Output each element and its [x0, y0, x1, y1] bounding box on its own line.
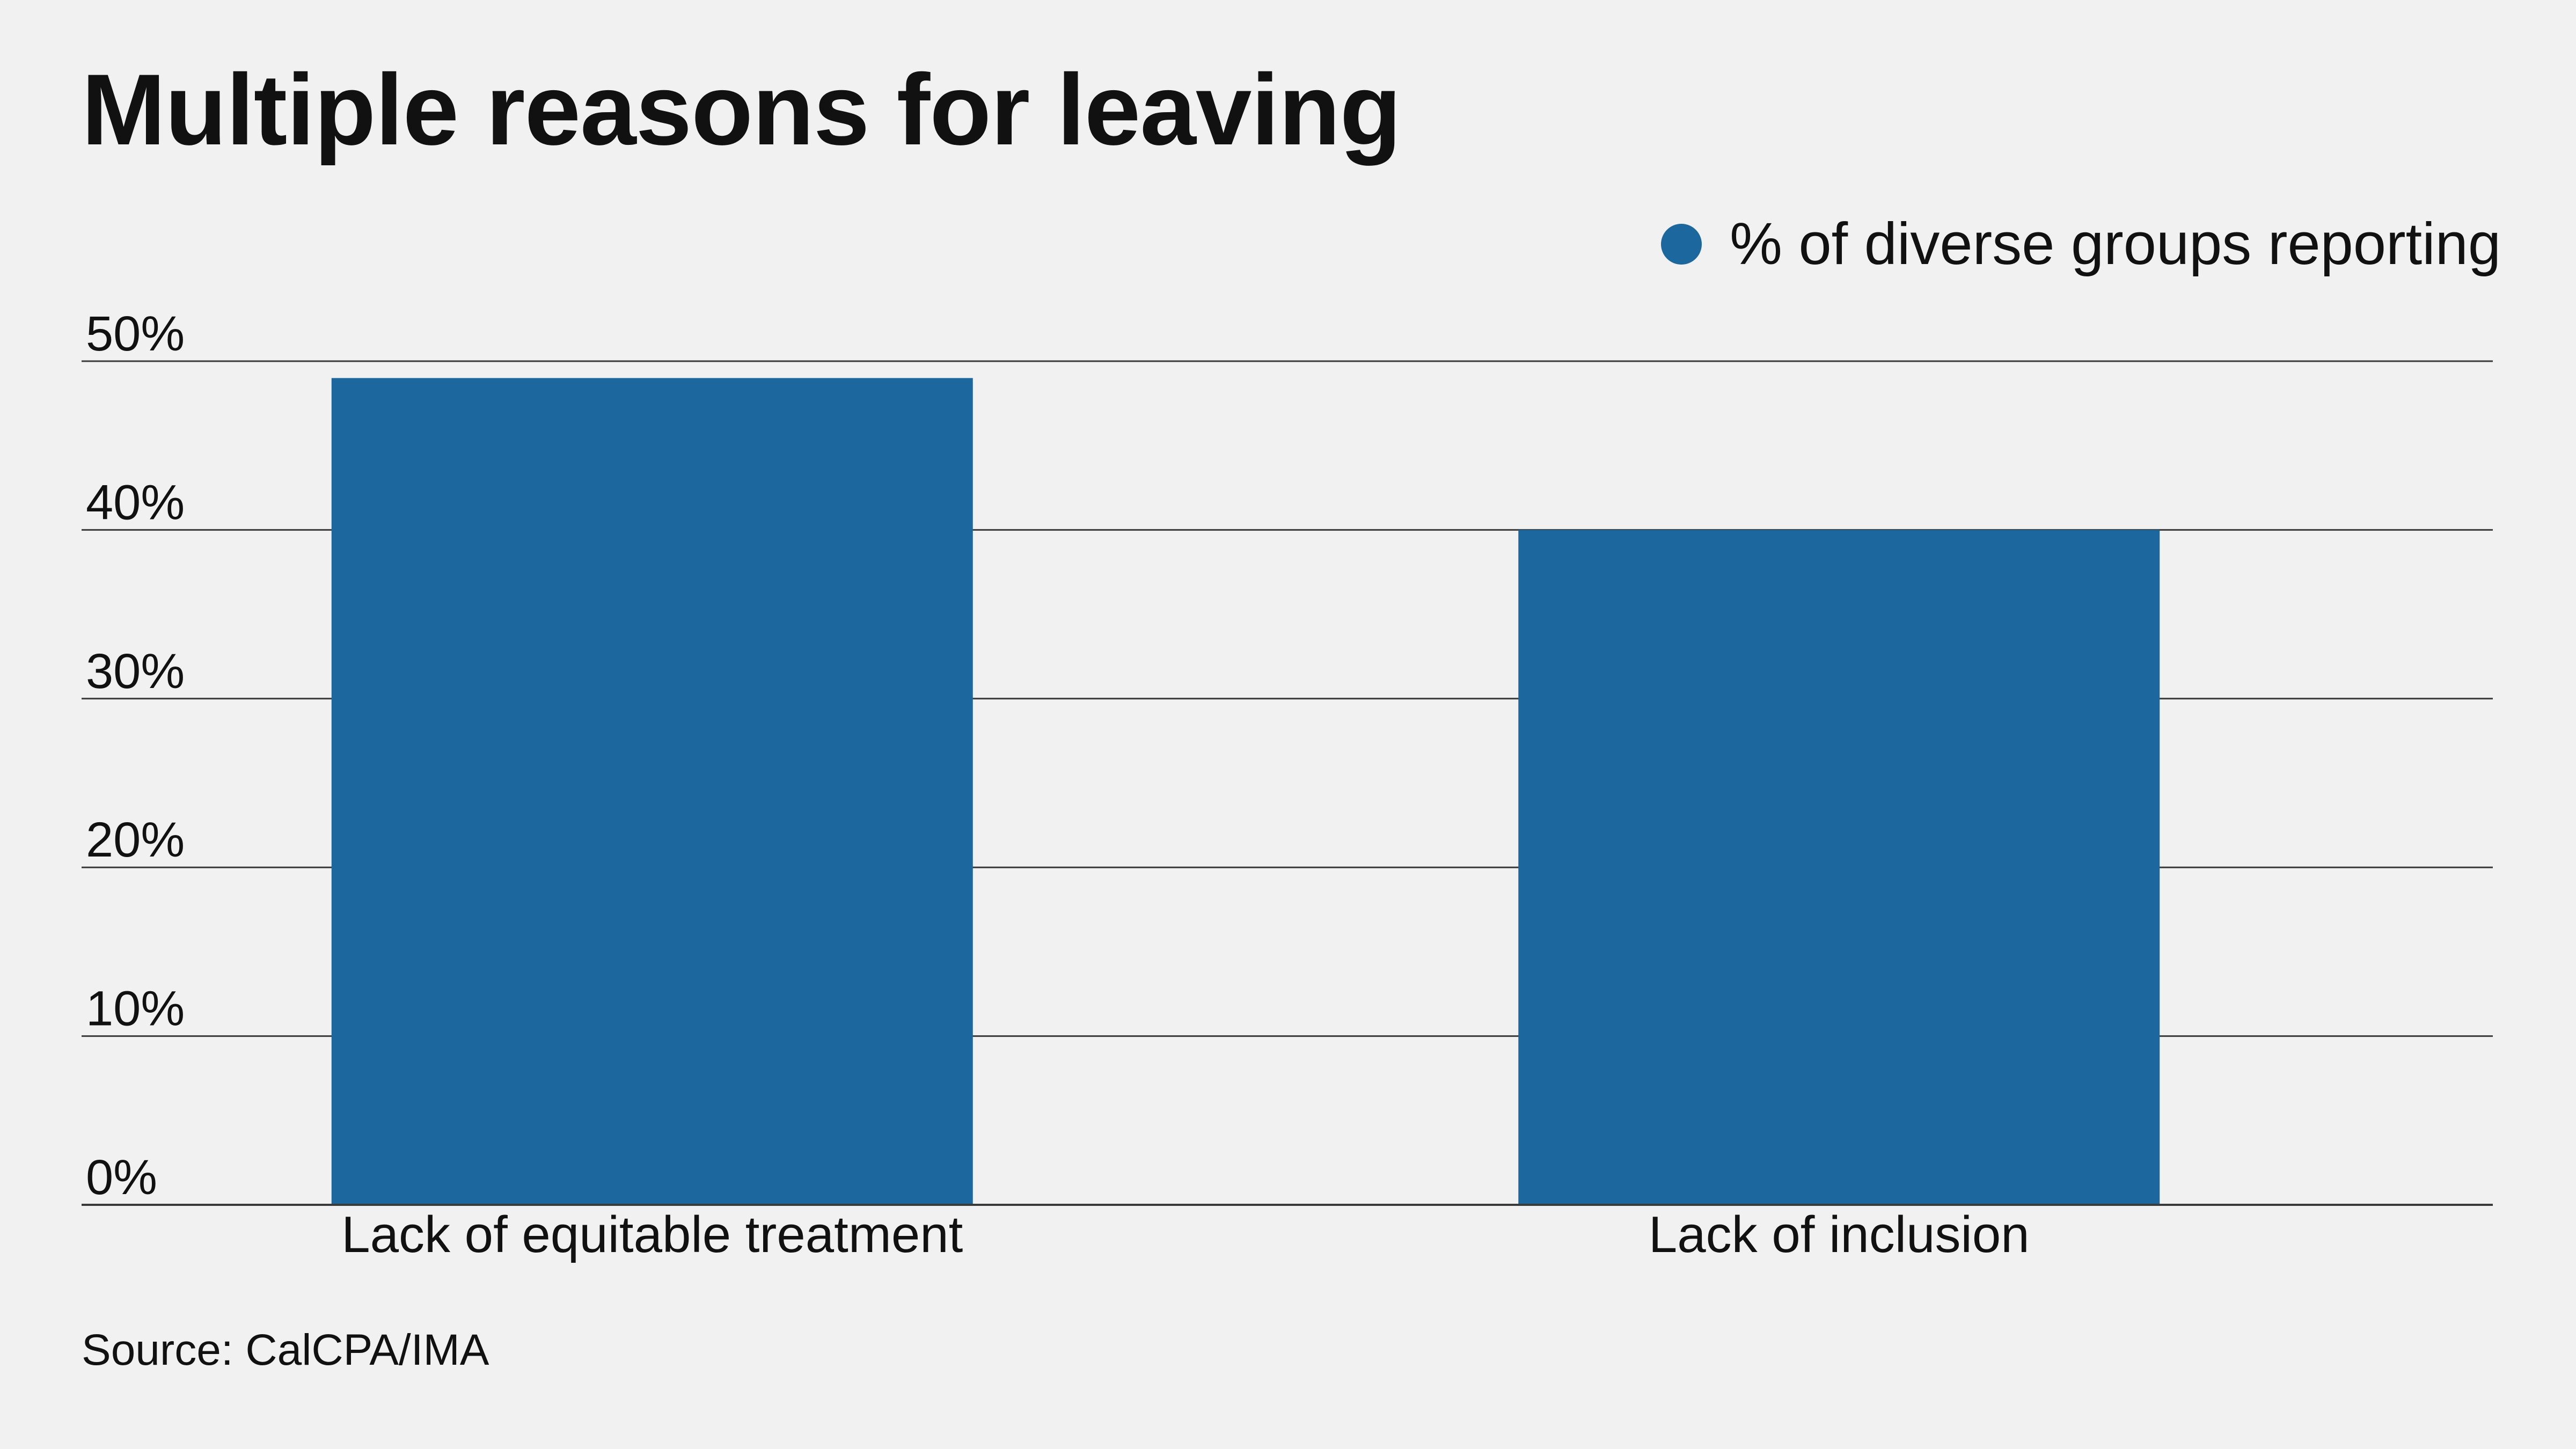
source-note: Source: CalCPA/IMA — [82, 1326, 489, 1374]
y-tick-label: 50% — [86, 306, 185, 361]
y-tick-label: 0% — [86, 1150, 157, 1205]
legend-label: % of diverse groups reporting — [1730, 211, 2501, 277]
y-tick-label: 20% — [86, 813, 185, 867]
y-tick-label: 10% — [86, 982, 185, 1036]
legend-swatch — [1661, 224, 1702, 265]
x-category-label: Lack of inclusion — [1649, 1206, 2030, 1263]
y-tick-label: 30% — [86, 644, 185, 699]
chart-title: Multiple reasons for leaving — [82, 53, 1401, 166]
x-category-label: Lack of equitable treatment — [341, 1206, 963, 1263]
chart-legend: % of diverse groups reporting — [1661, 215, 2501, 274]
bar — [1518, 530, 2160, 1205]
bar — [331, 378, 973, 1205]
y-tick-label: 40% — [86, 475, 185, 530]
